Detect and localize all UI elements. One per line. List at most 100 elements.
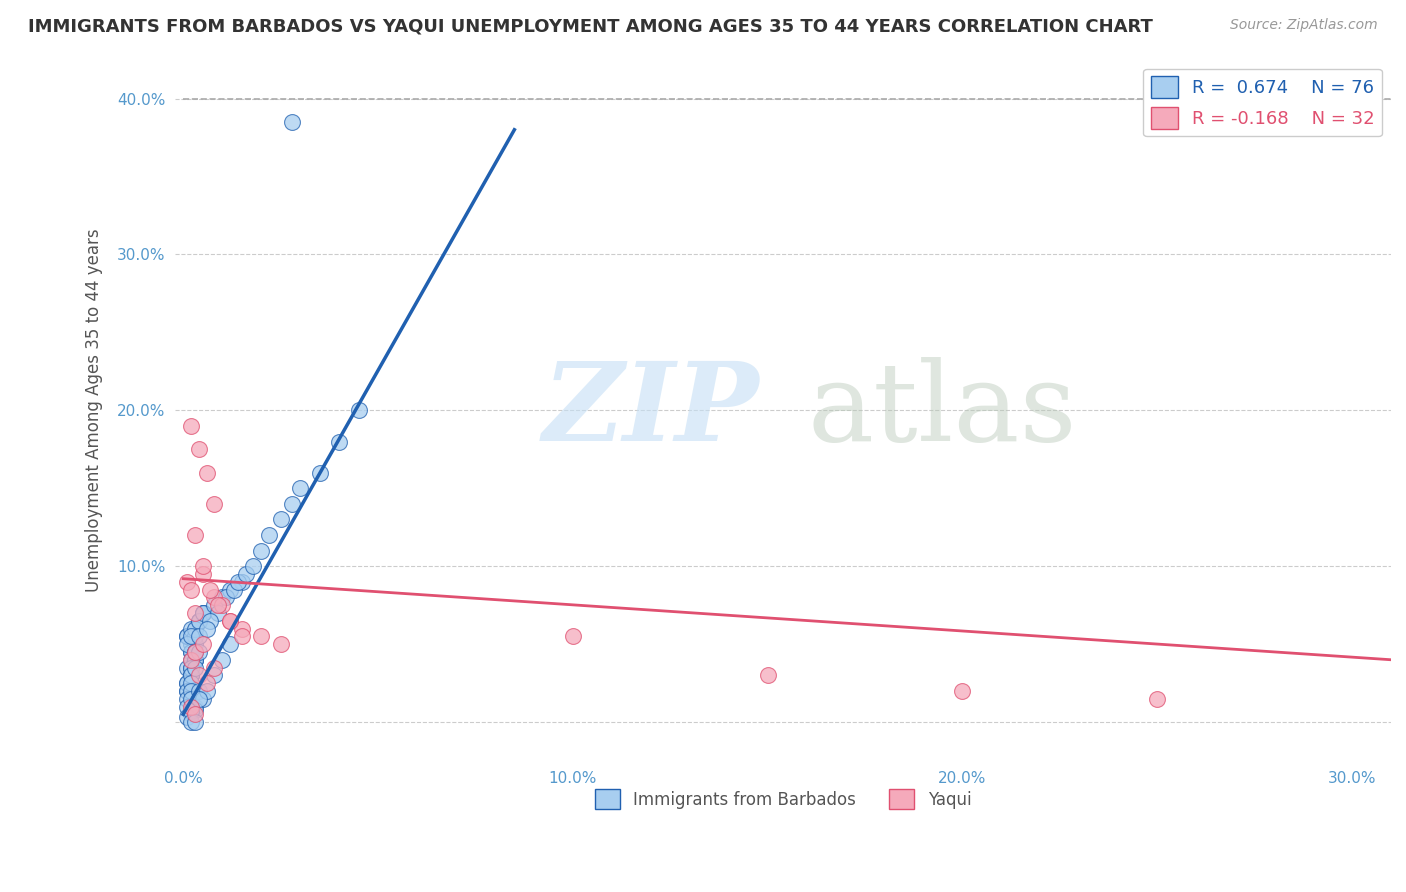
Point [231, 574, 253, 589]
Text: IMMIGRANTS FROM BARBADOS VS YAQUI UNEMPLOYMENT AMONG AGES 35 TO 44 YEARS CORRELA: IMMIGRANTS FROM BARBADOS VS YAQUI UNEMPL… [28, 18, 1153, 36]
Point [180, 653, 202, 667]
Point [176, 699, 198, 714]
Point [184, 660, 207, 674]
Point [180, 418, 202, 433]
Text: Source: ZipAtlas.com: Source: ZipAtlas.com [1230, 18, 1378, 32]
Point [184, 645, 207, 659]
Point [187, 442, 209, 457]
Point [191, 606, 214, 620]
Point [270, 512, 292, 526]
Point [281, 497, 304, 511]
Point [180, 699, 202, 714]
Point [176, 684, 198, 698]
Point [756, 668, 779, 682]
Point [270, 637, 292, 651]
Point [180, 637, 202, 651]
Point [184, 637, 207, 651]
Point [184, 699, 207, 714]
Point [184, 715, 207, 730]
Point [1146, 691, 1168, 706]
Point [226, 574, 249, 589]
Point [180, 645, 202, 659]
Point [184, 653, 207, 667]
Point [180, 715, 202, 730]
Point [288, 481, 311, 495]
Point [180, 707, 202, 722]
Point [200, 582, 222, 597]
Point [187, 629, 209, 643]
Point [347, 403, 370, 417]
Legend: Immigrants from Barbados, Yaqui: Immigrants from Barbados, Yaqui [588, 782, 979, 816]
Point [211, 591, 233, 605]
Point [180, 676, 202, 690]
Text: ZIP: ZIP [543, 357, 759, 464]
Point [187, 668, 209, 682]
Point [180, 660, 202, 674]
Point [180, 645, 202, 659]
Point [202, 497, 225, 511]
Point [211, 653, 233, 667]
Point [219, 614, 242, 628]
Point [184, 645, 207, 659]
Point [219, 637, 242, 651]
Point [184, 622, 207, 636]
Point [180, 629, 202, 643]
Point [191, 691, 214, 706]
Y-axis label: Unemployment Among Ages 35 to 44 years: Unemployment Among Ages 35 to 44 years [86, 228, 103, 592]
Point [176, 710, 198, 724]
Point [176, 684, 198, 698]
Point [202, 591, 225, 605]
Point [211, 598, 233, 612]
Point [180, 582, 202, 597]
Point [195, 676, 218, 690]
Point [176, 629, 198, 643]
Point [187, 614, 209, 628]
Point [202, 668, 225, 682]
Point [187, 645, 209, 659]
Point [187, 614, 209, 628]
Point [308, 466, 330, 480]
Point [180, 684, 202, 698]
Point [184, 707, 207, 722]
Point [250, 629, 273, 643]
Point [180, 704, 202, 718]
Point [219, 582, 242, 597]
Point [176, 676, 198, 690]
Point [215, 591, 238, 605]
Point [328, 434, 350, 449]
Point [207, 598, 229, 612]
Point [250, 543, 273, 558]
Point [184, 653, 207, 667]
Point [191, 559, 214, 574]
Point [952, 684, 974, 698]
Point [191, 606, 214, 620]
Point [195, 466, 218, 480]
Point [187, 684, 209, 698]
Point [200, 614, 222, 628]
Point [231, 629, 253, 643]
Point [184, 703, 207, 717]
Point [202, 660, 225, 674]
Point [184, 653, 207, 667]
Point [195, 684, 218, 698]
Point [219, 614, 242, 628]
Point [184, 528, 207, 542]
Point [180, 660, 202, 674]
Point [184, 622, 207, 636]
Point [561, 629, 583, 643]
Point [242, 559, 264, 574]
Point [184, 645, 207, 659]
Point [187, 691, 209, 706]
Text: atlas: atlas [807, 357, 1077, 464]
Point [191, 637, 214, 651]
Point [176, 574, 198, 589]
Point [180, 668, 202, 682]
Point [176, 637, 198, 651]
Point [191, 606, 214, 620]
Point [257, 528, 280, 542]
Point [180, 668, 202, 682]
Point [176, 676, 198, 690]
Point [202, 598, 225, 612]
Point [184, 606, 207, 620]
Point [281, 115, 304, 129]
